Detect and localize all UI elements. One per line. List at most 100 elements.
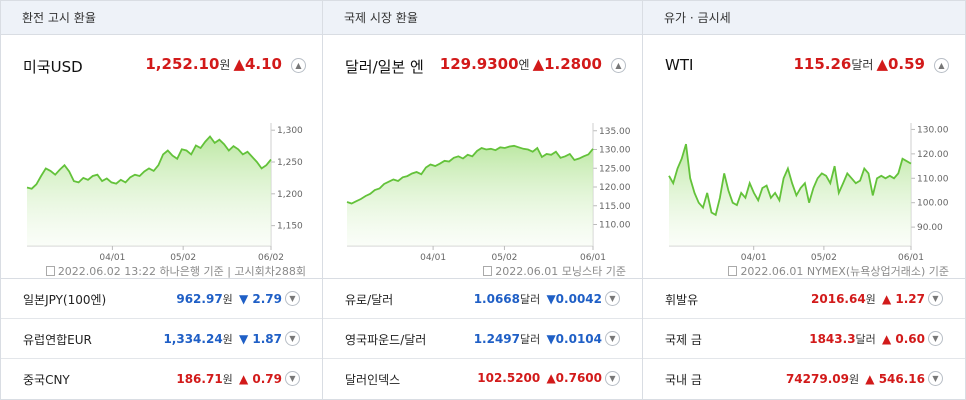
list-item-name[interactable]: 국제 금	[665, 333, 702, 347]
main-quote-value: 115.26	[793, 55, 852, 73]
x-tick-label: 06/01	[898, 253, 924, 262]
main-quote-unit: 원	[219, 58, 231, 72]
data-source: 2022.06.02 13:22 하나은행 기준 | 고시회차288회	[45, 263, 306, 279]
series-area	[669, 144, 911, 246]
list-item-name[interactable]: 유로/달러	[345, 293, 394, 307]
panel-title[interactable]: 환전 고시 환율	[1, 1, 322, 35]
list-item-name[interactable]: 휘발유	[665, 293, 699, 307]
list-item-change: ▲0.7600	[546, 371, 602, 385]
main-quote-name[interactable]: 달러/일본 엔	[345, 58, 424, 76]
document-icon	[483, 266, 493, 276]
data-source-text: 2022.06.02 13:22 하나은행 기준 | 고시회차288회	[57, 265, 306, 278]
collapse-chevron-icon[interactable]: ▲	[291, 58, 306, 73]
y-tick-label: 110.00	[599, 221, 631, 231]
main-quote-name[interactable]: WTI	[665, 56, 694, 74]
main-quote[interactable]: 달러/일본 엔 129.9300엔 ▲1.2800 ▲	[345, 55, 626, 77]
series-area	[27, 136, 271, 246]
main-quote-change: ▲4.10	[233, 55, 282, 73]
list-item[interactable]: 영국파운드/달러 1.2497달러 ▼0.0104 ▼	[323, 319, 642, 359]
y-tick-label: 90.00	[917, 223, 943, 233]
main-quote-value: 129.9300	[439, 55, 519, 73]
panel-main: WTI 115.26달러 ▲0.59 ▲ 130.00 120.00 110.00 10…	[643, 35, 965, 279]
list-item-value: 1.0668	[473, 292, 521, 306]
list-item[interactable]: 유럽연합EUR 1,334.24원 ▼ 1.87 ▼	[1, 319, 322, 359]
list-item-value: 186.71	[176, 372, 223, 386]
list-item-name[interactable]: 중국CNY	[23, 373, 70, 387]
list-item-unit: 달러	[855, 333, 876, 346]
list-item-value: 2016.64	[811, 292, 866, 306]
list-item-value: 1.2497	[473, 332, 521, 346]
expand-chevron-icon[interactable]: ▼	[285, 331, 300, 346]
panel-exchange-notice: 환전 고시 환율 미국USD 1,252.10원 ▲4.10 ▲ 1,300 1,2…	[1, 1, 322, 399]
expand-chevron-icon[interactable]: ▼	[928, 291, 943, 306]
list-item-values: 102.5200 ▲0.7600	[477, 371, 602, 385]
x-tick-label: 05/02	[811, 253, 837, 262]
panel-main: 미국USD 1,252.10원 ▲4.10 ▲ 1,300 1,250 1,200 1,…	[1, 35, 322, 279]
x-tick-label: 05/02	[491, 253, 517, 262]
collapse-chevron-icon[interactable]: ▲	[611, 58, 626, 73]
y-tick-label: 115.00	[599, 202, 631, 212]
list-item-change: ▲ 0.60	[881, 332, 925, 346]
y-tick-label: 130.00	[917, 125, 949, 135]
main-quote-unit: 달러	[851, 58, 874, 72]
list-item-unit: 원	[222, 333, 233, 346]
list-item-unit: 달러	[520, 333, 541, 346]
expand-chevron-icon[interactable]: ▼	[285, 371, 300, 386]
series-line	[668, 143, 912, 217]
list-item-name[interactable]: 유럽연합EUR	[23, 333, 92, 347]
expand-chevron-icon[interactable]: ▼	[605, 371, 620, 386]
y-tick-label: 1,150	[277, 222, 303, 232]
main-quote-value: 1,252.10	[145, 55, 220, 73]
list-item-change: ▲ 1.27	[881, 292, 925, 306]
y-tick-label: 1,250	[277, 158, 303, 168]
panel-title[interactable]: 국제 시장 환율	[323, 1, 642, 35]
panel-title[interactable]: 유가 · 금시세	[643, 1, 965, 35]
line-chart: 1,300 1,250 1,200 1,150 04/01 05/02 06/02	[26, 123, 303, 262]
expand-chevron-icon[interactable]: ▼	[605, 291, 620, 306]
x-tick-label: 04/01	[741, 253, 767, 262]
list-item[interactable]: 일본JPY(100엔) 962.97원 ▼ 2.79 ▼	[1, 279, 322, 319]
main-quote[interactable]: 미국USD 1,252.10원 ▲4.10 ▲	[23, 55, 306, 77]
main-quote-name[interactable]: 미국USD	[23, 58, 83, 76]
main-quote[interactable]: WTI 115.26달러 ▲0.59 ▲	[665, 55, 949, 77]
list-item[interactable]: 국내 금 74279.09원 ▲ 546.16 ▼	[643, 359, 965, 399]
list-item-name[interactable]: 달러인덱스	[345, 373, 401, 387]
list-item[interactable]: 국제 금 1843.3달러 ▲ 0.60 ▼	[643, 319, 965, 359]
x-tick-label: 06/02	[258, 253, 284, 262]
main-quote-values: 1,252.10원 ▲4.10	[145, 55, 282, 73]
expand-chevron-icon[interactable]: ▼	[928, 331, 943, 346]
list-item-name[interactable]: 국내 금	[665, 373, 702, 387]
expand-chevron-icon[interactable]: ▼	[928, 371, 943, 386]
panel-main: 달러/일본 엔 129.9300엔 ▲1.2800 ▲ 135.00 130.00 1…	[323, 35, 642, 279]
expand-chevron-icon[interactable]: ▼	[605, 331, 620, 346]
list-item[interactable]: 유로/달러 1.0668달러 ▼0.0042 ▼	[323, 279, 642, 319]
list-item[interactable]: 중국CNY 186.71원 ▲ 0.79 ▼	[1, 359, 322, 399]
list-item-values: 74279.09원 ▲ 546.16	[786, 371, 925, 387]
expand-chevron-icon[interactable]: ▼	[285, 291, 300, 306]
list-item-change: ▼ 2.79	[238, 292, 282, 306]
list-item-values: 1.0668달러 ▼0.0042	[474, 291, 602, 307]
list-item[interactable]: 휘발유 2016.64원 ▲ 1.27 ▼	[643, 279, 965, 319]
collapse-chevron-icon[interactable]: ▲	[934, 58, 949, 73]
list-item-values: 2016.64원 ▲ 1.27	[811, 291, 925, 307]
series-area	[347, 145, 593, 246]
list-item-change: ▲ 546.16	[865, 372, 925, 386]
y-tick-label: 1,200	[277, 190, 303, 200]
list-item-unit: 원	[222, 293, 233, 306]
x-tick-label: 06/01	[580, 253, 606, 262]
list-item-value: 962.97	[176, 292, 223, 306]
y-tick-label: 130.00	[599, 146, 631, 156]
list-item-name[interactable]: 일본JPY(100엔)	[23, 293, 107, 307]
y-tick-label: 1,300	[277, 126, 303, 136]
list-item[interactable]: 달러인덱스 102.5200 ▲0.7600 ▼	[323, 359, 642, 399]
data-source: 2022.06.01 모닝스타 기준	[483, 263, 626, 279]
list-item-values: 1.2497달러 ▼0.0104	[474, 331, 602, 347]
list-item-value: 102.5200	[477, 371, 541, 385]
list-item-unit: 원	[222, 373, 233, 386]
series-line	[346, 144, 594, 205]
list-item-name[interactable]: 영국파운드/달러	[345, 333, 427, 347]
line-chart: 130.00 120.00 110.00 100.00 90.00 04/01 05/02 0…	[668, 123, 949, 262]
data-source: 2022.06.01 NYMEX(뉴욕상업거래소) 기준	[728, 263, 949, 279]
y-tick-label: 120.00	[599, 183, 631, 193]
